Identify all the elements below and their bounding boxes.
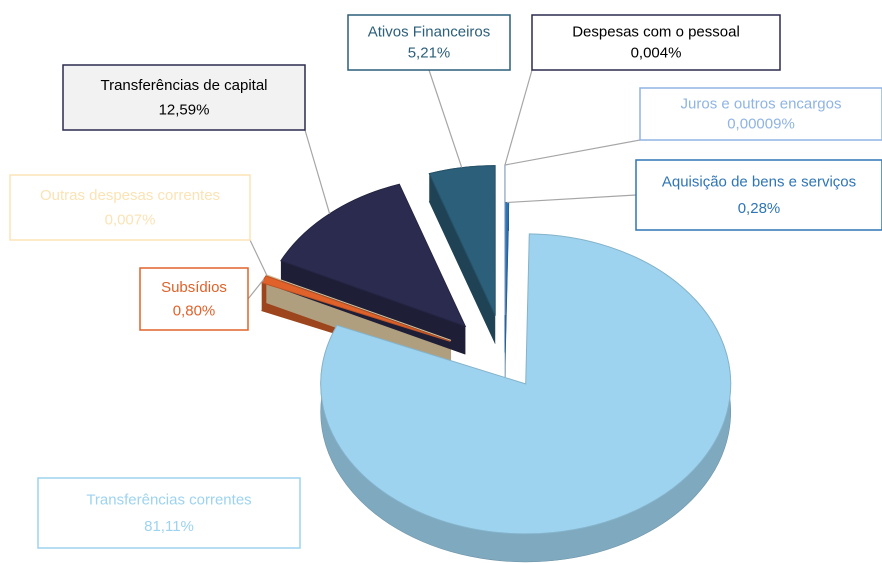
value-label: 0,80%: [173, 302, 216, 319]
label-box: [635, 159, 882, 231]
leader-line: [506, 194, 637, 204]
value-label: 12,59%: [159, 101, 210, 118]
label-box: [347, 14, 511, 71]
slice: [280, 183, 467, 328]
leader-line: [249, 239, 268, 276]
leader-line: [304, 129, 331, 214]
slice-side: [429, 173, 496, 344]
label-box: [62, 64, 306, 131]
slice: [504, 201, 510, 353]
slice: [320, 233, 732, 535]
leader-line: [428, 69, 463, 168]
label-box: [639, 87, 882, 141]
leader-line: [504, 139, 641, 166]
category-label: Aquisição de bens e serviços: [662, 173, 856, 190]
value-label: 0,00009%: [727, 115, 795, 132]
category-label: Subsídios: [161, 279, 227, 296]
value-label: 5,21%: [408, 44, 451, 61]
value-label: 0,004%: [631, 44, 682, 61]
value-label: 0,28%: [738, 200, 781, 217]
label-box: [531, 14, 781, 71]
value-label: 0,007%: [105, 211, 156, 228]
category-label: Ativos Financeiros: [368, 24, 491, 41]
category-label: Juros e outros encargos: [681, 96, 842, 113]
label-box: [37, 477, 301, 549]
category-label: Transferências de capital: [100, 77, 267, 94]
leader-line: [504, 69, 533, 166]
leader-line: [247, 278, 265, 300]
label-box: [9, 174, 251, 241]
value-label: 81,11%: [144, 518, 194, 535]
category-label: Outras despesas correntes: [40, 187, 220, 204]
category-label: Transferências correntes: [86, 491, 251, 508]
label-box: [139, 267, 249, 331]
category-label: Despesas com o pessoal: [572, 24, 740, 41]
